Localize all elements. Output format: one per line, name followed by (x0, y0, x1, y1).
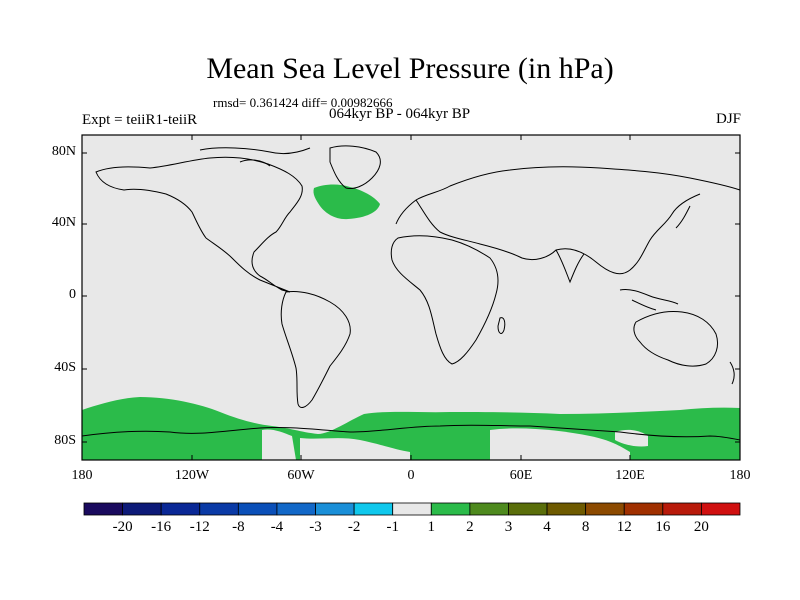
lat-label-40s: 40S (54, 360, 76, 375)
experiment-label: Expt = teiiR1-teiiR (82, 112, 198, 128)
colorbar-swatch (430, 502, 471, 516)
colorbar-swatch (392, 502, 432, 516)
colorbar-label: -20 (112, 519, 133, 535)
period-label: 064kyr BP - 064kyr BP (329, 106, 471, 122)
colorbar-label: -2 (347, 519, 361, 535)
lat-label-40n: 40N (51, 215, 76, 230)
colorbar-swatch (160, 502, 201, 516)
lon-label-120e: 120E (615, 468, 645, 483)
colorbar-swatch (122, 502, 162, 516)
colorbar-label: -4 (270, 519, 284, 535)
season-label: DJF (715, 111, 741, 127)
colorbar-swatch (585, 502, 625, 516)
lat-label-80n: 80N (51, 144, 76, 159)
lon-label-180e: 180 (729, 468, 751, 483)
colorbar-label: 4 (543, 519, 551, 535)
colorbar-label: 8 (581, 519, 590, 535)
lon-label-120w: 120W (174, 468, 210, 483)
colorbar-swatch (546, 502, 587, 516)
lon-label-60e: 60E (509, 468, 533, 483)
lon-label-0: 0 (407, 468, 415, 483)
colorbar-swatch (276, 502, 316, 516)
anomaly-gaps (262, 428, 648, 460)
lat-label-0: 0 (69, 287, 76, 302)
colorbar-swatch (469, 502, 509, 516)
colorbar-label: -16 (151, 519, 172, 535)
stats-label: rmsd= 0.361424 diff= 0.00982666 (213, 95, 393, 110)
lat-ticks (82, 152, 740, 443)
colorbar-swatch (662, 502, 702, 516)
colorbar-label: 20 (693, 519, 709, 535)
lon-label-180w: 180 (71, 468, 93, 483)
map-title: Mean Sea Level Pressure (in hPa) (206, 52, 614, 85)
colorbar-swatch (623, 502, 664, 516)
colorbar-label: 12 (616, 519, 632, 535)
colorbar-swatch (83, 502, 123, 516)
colorbar-label: 2 (466, 519, 474, 535)
colorbar-label: -8 (232, 519, 245, 535)
map-frame (81, 134, 741, 461)
colorbar-swatch (701, 502, 741, 516)
colorbar-label: 3 (504, 519, 513, 535)
colorbar-label: 1 (427, 519, 436, 535)
colorbar (83, 502, 741, 516)
colorbar-label: -3 (309, 519, 322, 535)
colorbar-swatch (508, 502, 548, 516)
colorbar-label: -12 (189, 519, 210, 535)
colorbar-label: -1 (386, 519, 399, 535)
coastlines (81, 145, 741, 441)
colorbar-swatch (237, 502, 278, 516)
colorbar-swatch (315, 502, 355, 516)
north-atlantic-anomaly (313, 184, 380, 220)
colorbar-swatch (353, 502, 394, 516)
colorbar-label: 16 (655, 519, 671, 535)
colorbar-swatch (199, 502, 239, 516)
lat-label-80s: 80S (54, 433, 76, 448)
lon-label-60w: 60W (287, 468, 315, 483)
